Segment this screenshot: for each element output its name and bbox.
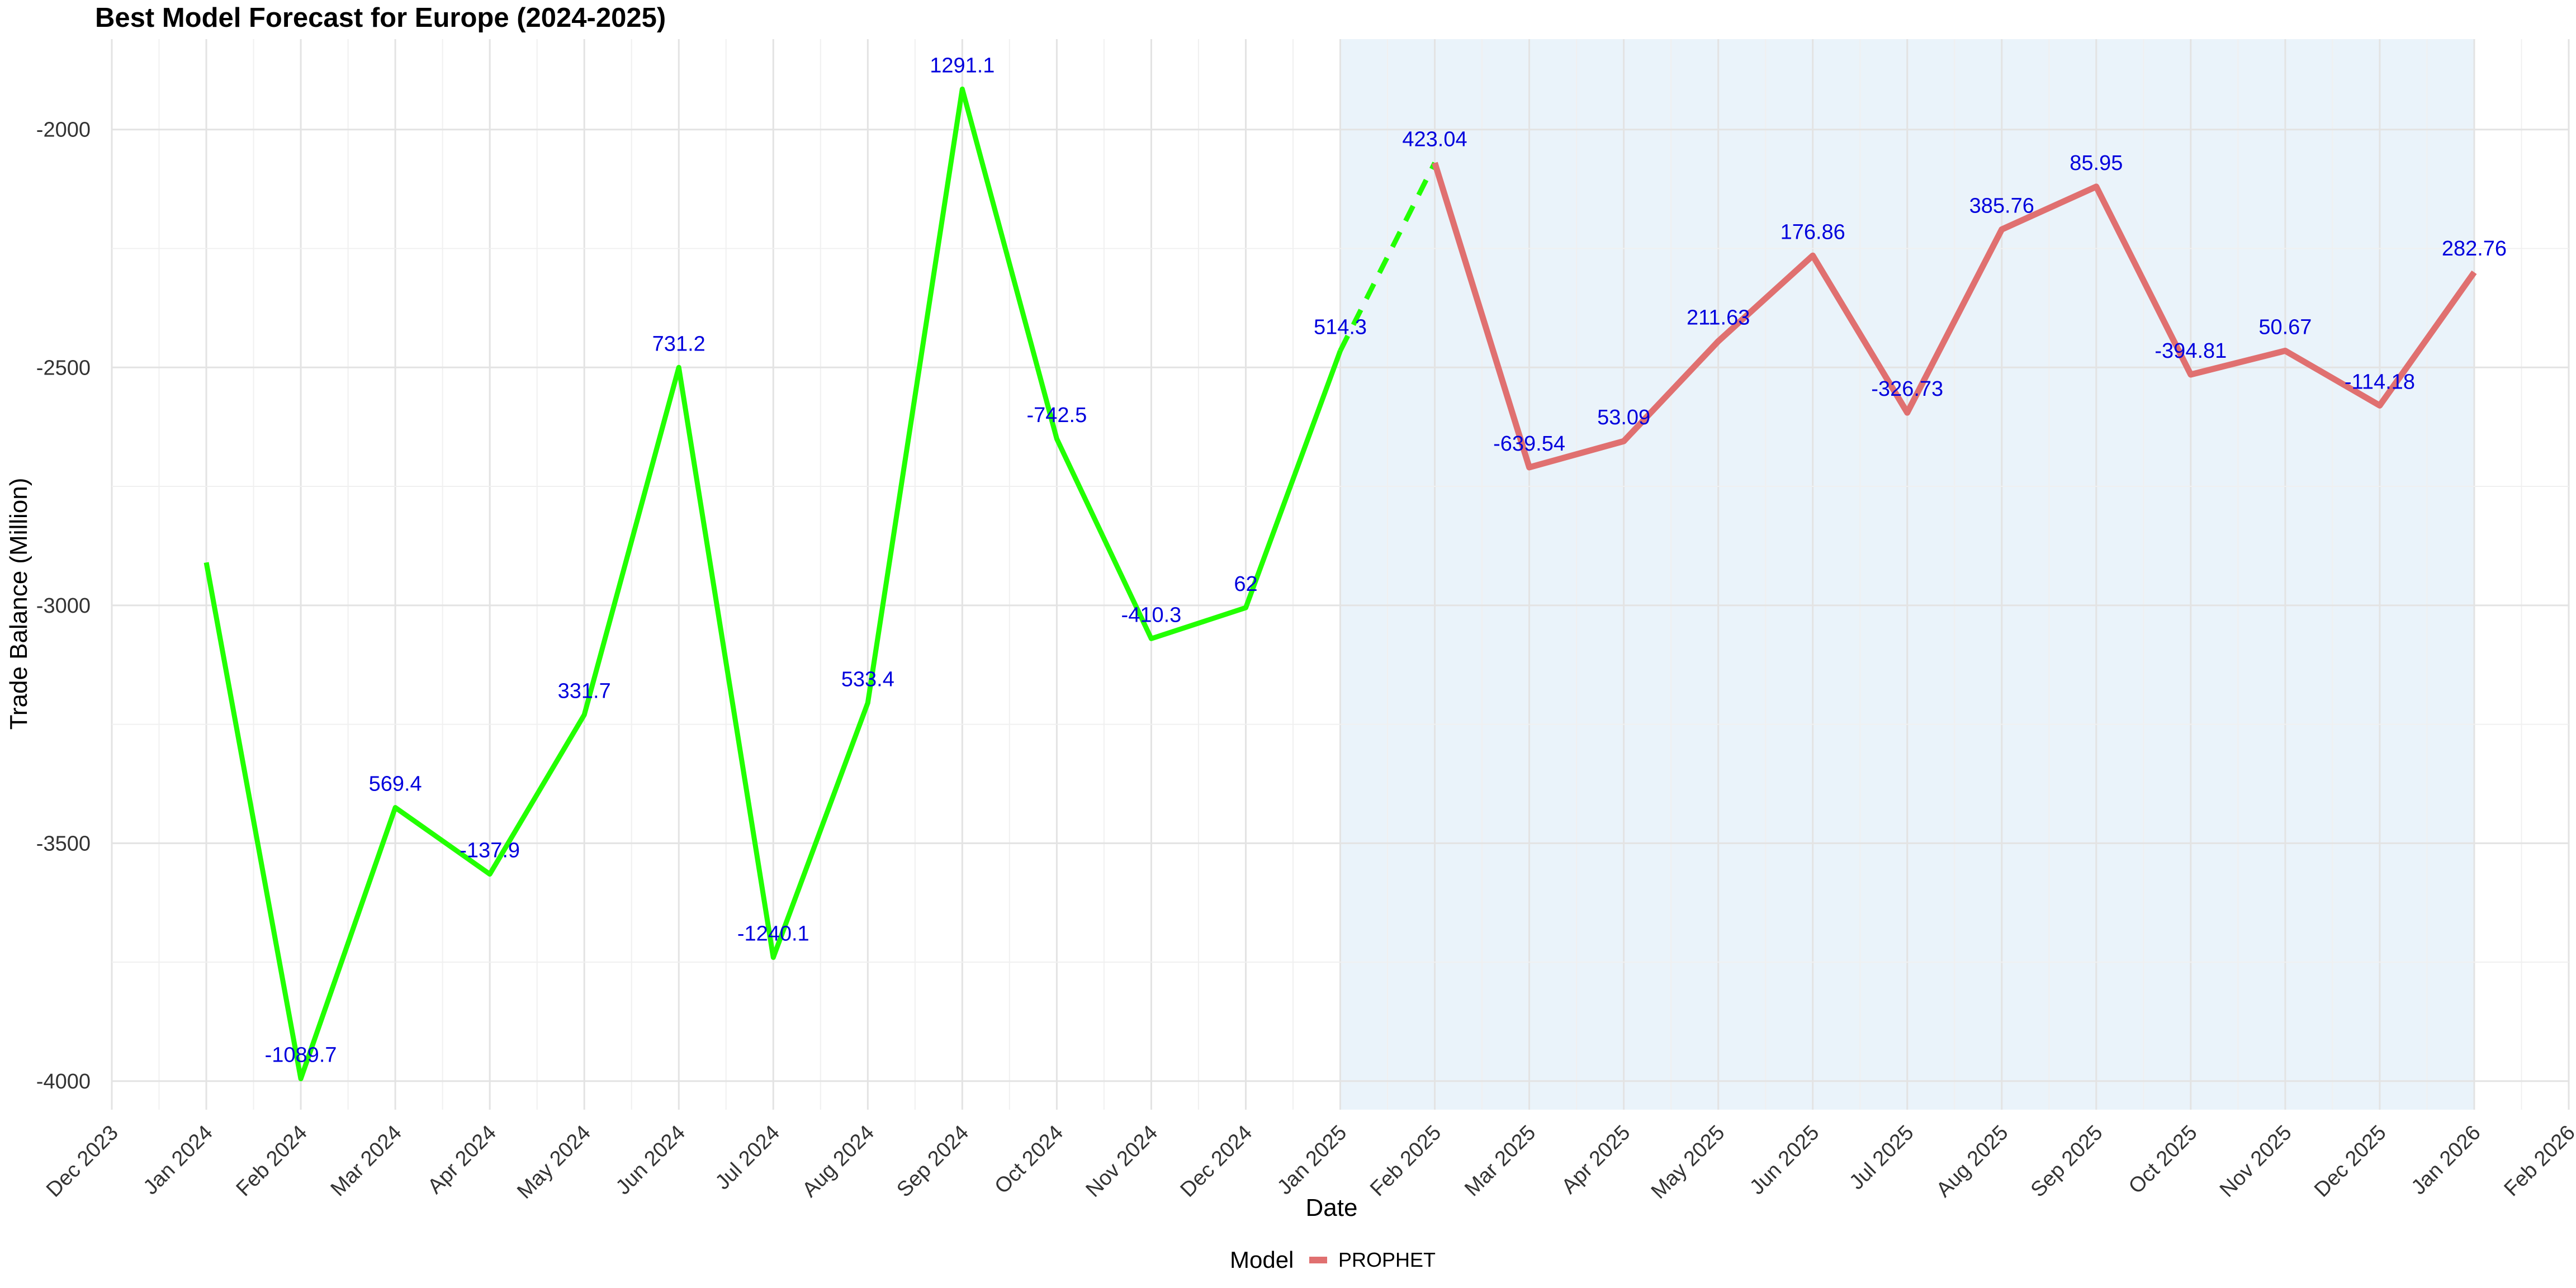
grid-layer [111, 39, 2570, 1110]
data-label-historical: 331.7 [558, 680, 611, 703]
series-layer [203, 86, 2477, 1082]
y-tick-label: -3000 [36, 594, 91, 618]
data-label-layer: -1089.7 569.4 -137.9 331.7 731.2 -1240.1 533.4… [265, 54, 2507, 1067]
data-label-historical: 569.4 [369, 773, 422, 796]
data-label-historical: -1089.7 [265, 1044, 337, 1067]
series-line-connector [1338, 162, 1437, 352]
data-label-historical: 514.3 [1314, 315, 1367, 339]
legend-title: Model [1230, 1247, 1294, 1273]
data-label-historical: -137.9 [460, 839, 520, 863]
data-label-forecast: 211.63 [1687, 306, 1750, 329]
data-label-forecast: 53.09 [1597, 406, 1650, 429]
data-label-forecast: 85.95 [2070, 151, 2123, 175]
data-label-historical: -410.3 [1121, 603, 1182, 627]
data-label-historical: 62 [1234, 572, 1257, 596]
y-axis-title: Trade Balance (Million) [5, 478, 32, 730]
x-axis-title: Date [1306, 1194, 1358, 1221]
series-line-forecast [1432, 162, 2477, 471]
data-label-forecast: -394.81 [2154, 339, 2227, 363]
legend: Model PROPHET [1230, 1247, 1436, 1273]
y-tick-label: -4000 [36, 1070, 91, 1093]
data-label-forecast: 423.04 [1402, 127, 1467, 151]
legend-entry-prophet: PROPHET [1338, 1248, 1436, 1271]
y-tick-label: -2000 [36, 119, 91, 142]
series-line-historical [203, 86, 1343, 1082]
data-label-historical: -742.5 [1027, 404, 1087, 427]
y-tick-label: -3500 [36, 832, 91, 855]
chart-title: Best Model Forecast for Europe (2024-202… [95, 3, 666, 33]
data-label-forecast: -326.73 [1871, 377, 1943, 401]
data-label-forecast: 282.76 [2442, 237, 2507, 261]
data-label-historical: 731.2 [652, 332, 705, 356]
y-tick-label: -2500 [36, 356, 91, 380]
data-label-forecast: 50.67 [2258, 315, 2312, 339]
data-label-forecast: 385.76 [1969, 194, 2034, 217]
data-label-historical: 1291.1 [930, 54, 995, 77]
data-label-forecast: 176.86 [1781, 220, 1845, 244]
data-label-forecast: -639.54 [1493, 432, 1565, 456]
data-label-forecast: -114.18 [2345, 370, 2415, 394]
data-label-historical: -1240.1 [737, 922, 809, 946]
data-label-historical: 533.4 [841, 667, 894, 691]
